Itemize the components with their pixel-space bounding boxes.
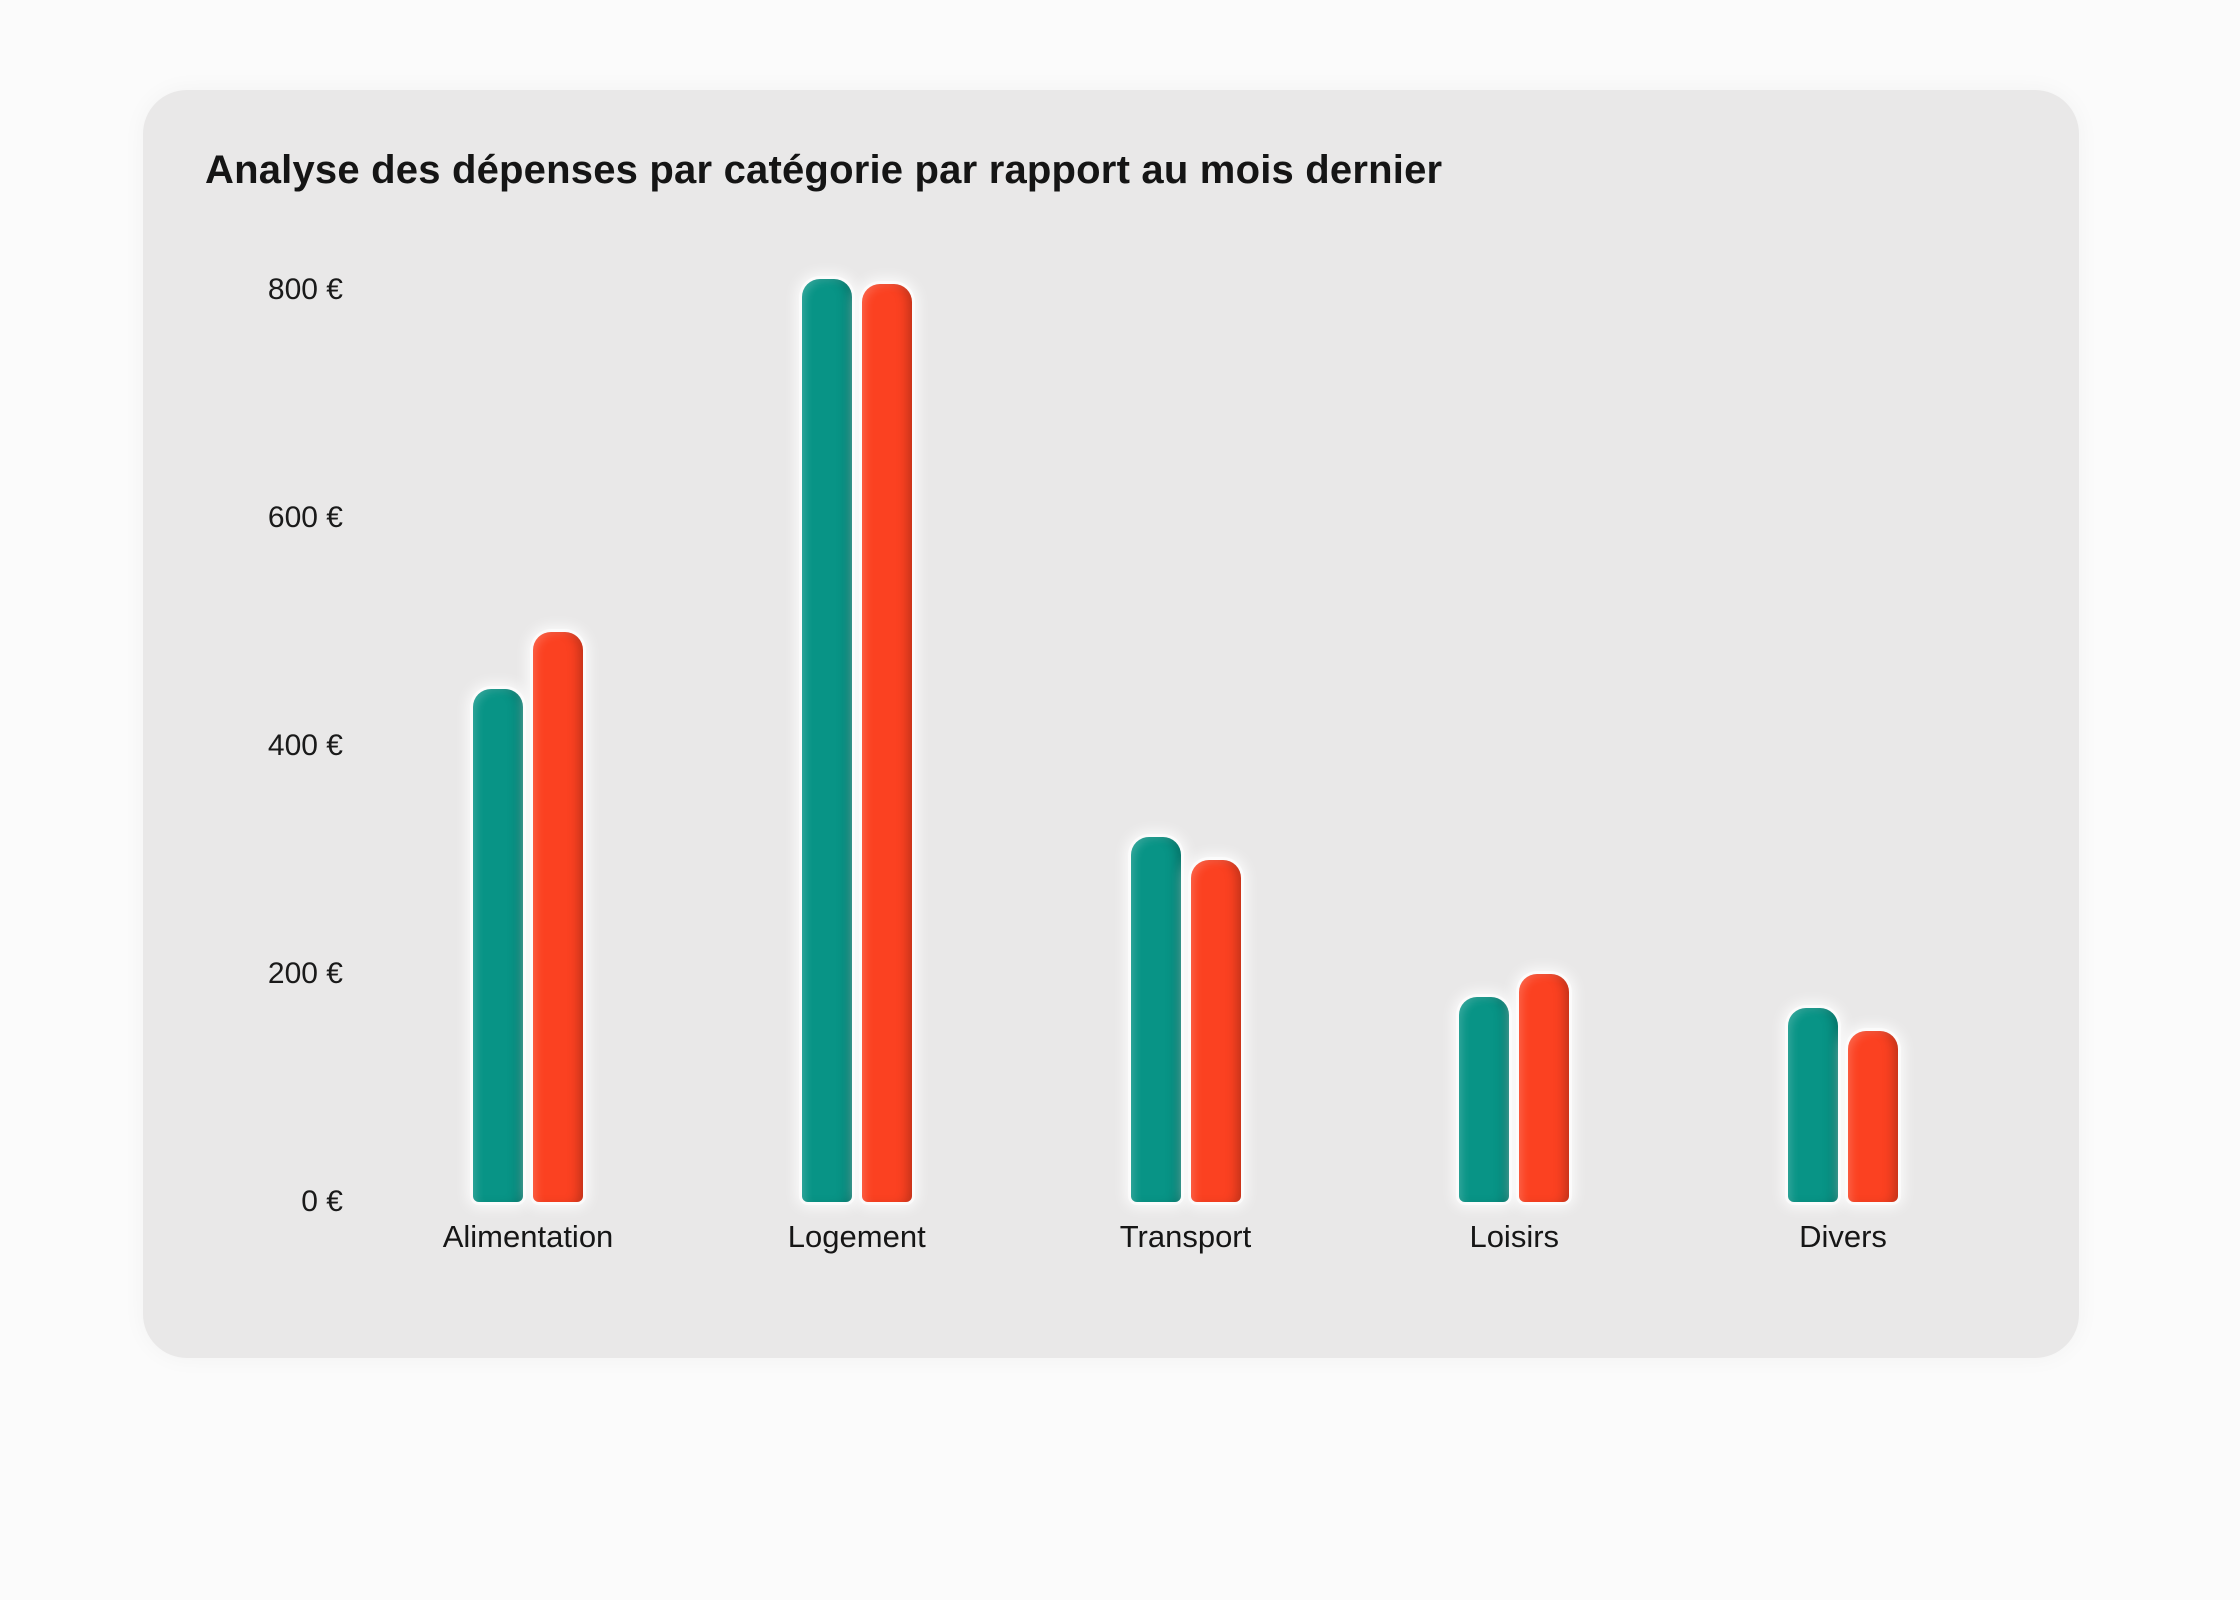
plot-area: 0 € 200 € 400 € 600 € 800 € Alimentation Logem… [143,90,2079,1358]
x-category-label: Transport [1119,1219,1252,1254]
bar-teal-logement[interactable] [801,278,852,1202]
chart-title: Analyse des dépenses par catégorie par r… [205,148,1443,192]
expense-analysis-card: Analyse des dépenses par catégorie par r… [143,90,2079,1358]
bar-orange-red-loisirs[interactable] [1519,974,1570,1202]
bar-orange-red-divers[interactable] [1848,1031,1898,1202]
x-category-label: Alimentation [442,1219,614,1254]
bar-teal-divers[interactable] [1788,1008,1838,1202]
x-category-label: Loisirs [1469,1219,1560,1254]
bar-orange-red-transport[interactable] [1190,860,1241,1202]
bar-orange-red-logement[interactable] [861,284,912,1202]
bar-teal-transport[interactable] [1130,837,1181,1202]
y-tick-label: 600 € [267,501,343,534]
bar-orange-red-alimentation[interactable] [533,632,583,1202]
x-category-label: Divers [1799,1219,1887,1254]
bar-teal-alimentation[interactable] [473,689,523,1202]
y-tick-label: 200 € [267,957,343,990]
bar-teal-loisirs[interactable] [1459,996,1510,1202]
y-tick-label: 0 € [301,1185,343,1218]
y-tick-label: 400 € [267,729,343,762]
x-category-label: Logement [787,1219,926,1254]
y-tick-label: 800 € [267,273,343,306]
